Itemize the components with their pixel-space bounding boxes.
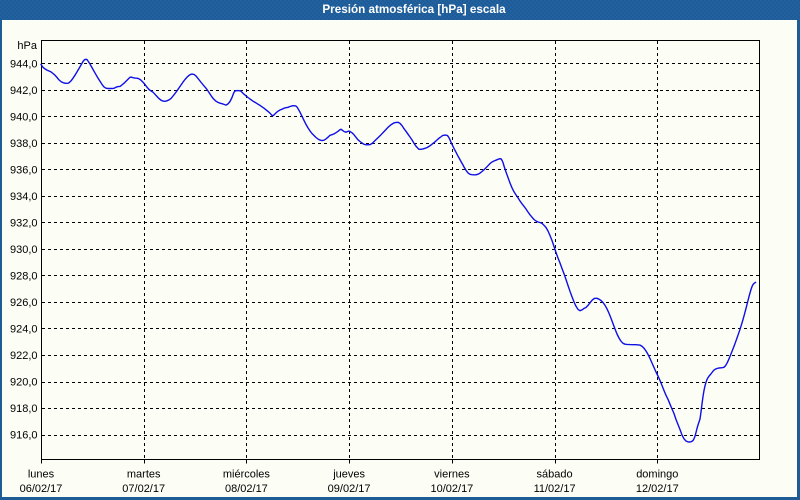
svg-text:jueves: jueves — [332, 469, 365, 481]
svg-text:09/02/17: 09/02/17 — [328, 483, 371, 495]
svg-text:918,0: 918,0 — [10, 403, 38, 415]
svg-text:916,0: 916,0 — [10, 430, 38, 442]
svg-text:920,0: 920,0 — [10, 377, 38, 389]
svg-text:938,0: 938,0 — [10, 138, 38, 150]
svg-text:936,0: 936,0 — [10, 164, 38, 176]
svg-text:10/02/17: 10/02/17 — [430, 483, 473, 495]
svg-text:934,0: 934,0 — [10, 191, 38, 203]
svg-text:12/02/17: 12/02/17 — [636, 483, 679, 495]
svg-text:922,0: 922,0 — [10, 350, 38, 362]
svg-text:martes: martes — [127, 469, 161, 481]
svg-text:924,0: 924,0 — [10, 324, 38, 336]
svg-text:sábado: sábado — [537, 469, 573, 481]
svg-text:08/02/17: 08/02/17 — [225, 483, 268, 495]
svg-text:domingo: domingo — [636, 469, 678, 481]
svg-text:viernes: viernes — [434, 469, 470, 481]
svg-text:06/02/17: 06/02/17 — [20, 483, 63, 495]
svg-text:932,0: 932,0 — [10, 217, 38, 229]
svg-text:930,0: 930,0 — [10, 244, 38, 256]
svg-text:944,0: 944,0 — [10, 58, 38, 70]
svg-text:11/02/17: 11/02/17 — [534, 483, 576, 495]
svg-text:07/02/17: 07/02/17 — [122, 483, 165, 495]
svg-text:lunes: lunes — [28, 469, 55, 481]
svg-text:940,0: 940,0 — [10, 111, 38, 123]
svg-text:miércoles: miércoles — [223, 469, 271, 481]
svg-text:hPa: hPa — [17, 40, 37, 52]
svg-text:928,0: 928,0 — [10, 271, 38, 283]
svg-text:926,0: 926,0 — [10, 297, 38, 309]
svg-text:942,0: 942,0 — [10, 85, 38, 97]
